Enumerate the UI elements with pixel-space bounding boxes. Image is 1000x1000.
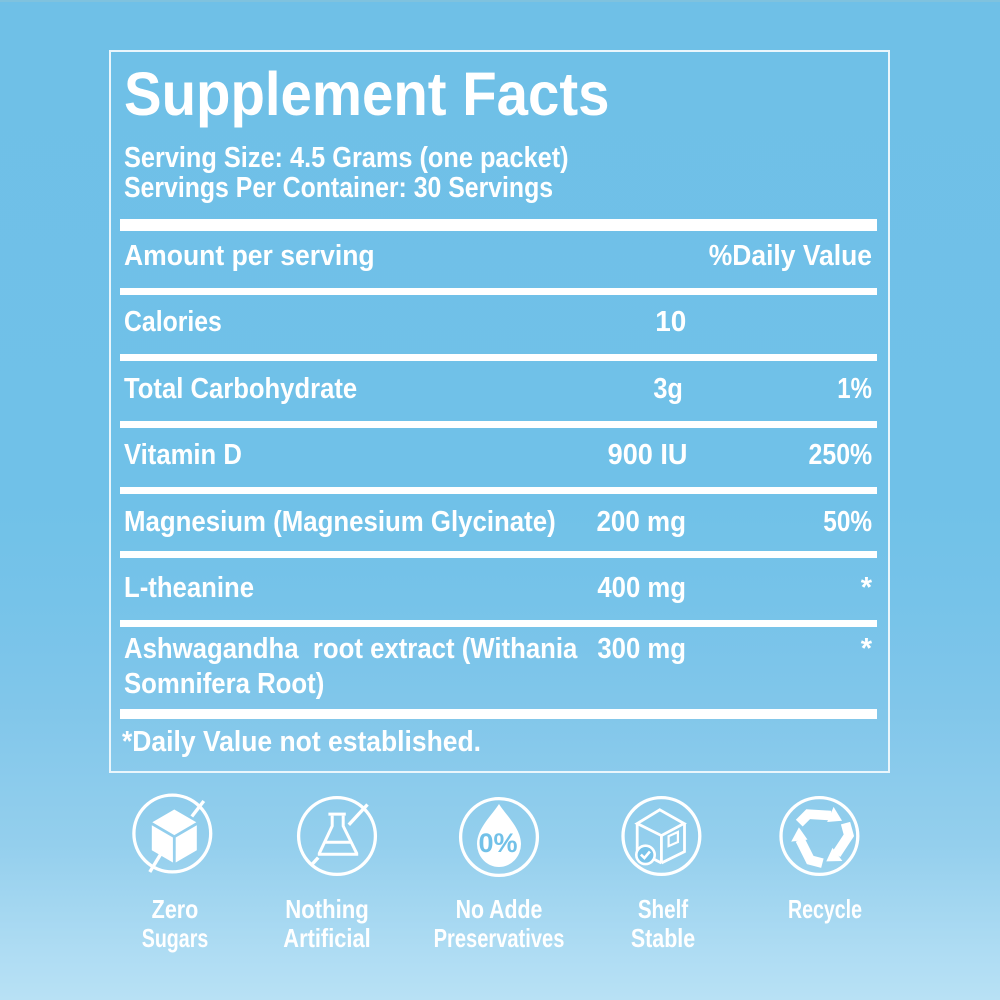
svg-text:0%: 0% — [478, 828, 517, 858]
